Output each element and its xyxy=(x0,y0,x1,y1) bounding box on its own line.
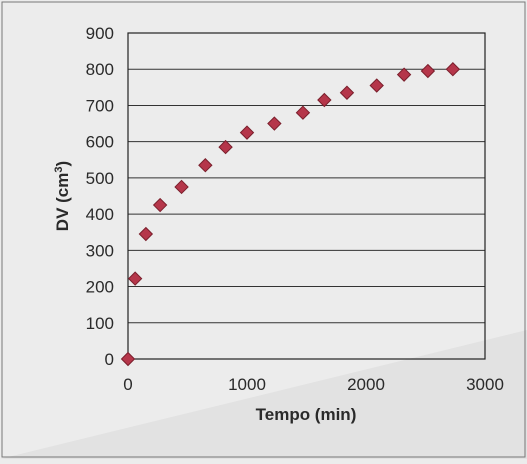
data-point xyxy=(267,116,282,131)
plot-area-border xyxy=(127,32,486,360)
y-tick-label: 300 xyxy=(86,241,114,260)
x-tick-label: 1000 xyxy=(228,375,266,394)
y-tick-label: 800 xyxy=(86,60,114,79)
data-point xyxy=(396,67,412,82)
y-tick-label: 400 xyxy=(86,205,114,224)
data-point xyxy=(138,226,154,242)
y-axis-title-main: DV (cm xyxy=(53,173,72,232)
data-point xyxy=(239,125,255,140)
data-point xyxy=(295,105,311,120)
y-tick-label: 900 xyxy=(86,24,114,43)
y-tick-labels: 0 100 200 300 400 500 600 700 800 900 xyxy=(86,24,114,369)
data-point xyxy=(420,63,436,79)
data-points xyxy=(120,62,461,367)
data-point xyxy=(339,85,355,100)
y-tick-label: 500 xyxy=(86,169,114,188)
x-tick-label: 0 xyxy=(123,375,132,394)
data-point xyxy=(445,62,461,77)
y-axis-title-superscript: 3 xyxy=(53,166,65,172)
y-axis-title: DV (cm3) xyxy=(53,161,72,231)
x-tick-label: 3000 xyxy=(466,375,504,394)
data-point xyxy=(218,139,233,155)
data-point xyxy=(198,158,213,173)
y-tick-label: 700 xyxy=(86,96,114,115)
y-axis-title-close: ) xyxy=(53,161,72,167)
data-point xyxy=(369,78,384,93)
y-tick-label: 0 xyxy=(105,350,114,369)
x-tick-labels: 0 1000 2000 3000 xyxy=(123,375,504,394)
x-tick-label: 2000 xyxy=(347,375,385,394)
data-point xyxy=(317,92,332,108)
data-point xyxy=(152,197,168,213)
chart-background-shade xyxy=(0,330,527,459)
y-tick-label: 200 xyxy=(86,278,114,297)
x-axis-title: Tempo (min) xyxy=(256,405,357,424)
data-point xyxy=(174,179,189,195)
y-tick-label: 100 xyxy=(86,314,114,333)
data-point xyxy=(120,351,136,367)
y-tick-label: 600 xyxy=(86,133,114,152)
data-point xyxy=(127,271,143,286)
